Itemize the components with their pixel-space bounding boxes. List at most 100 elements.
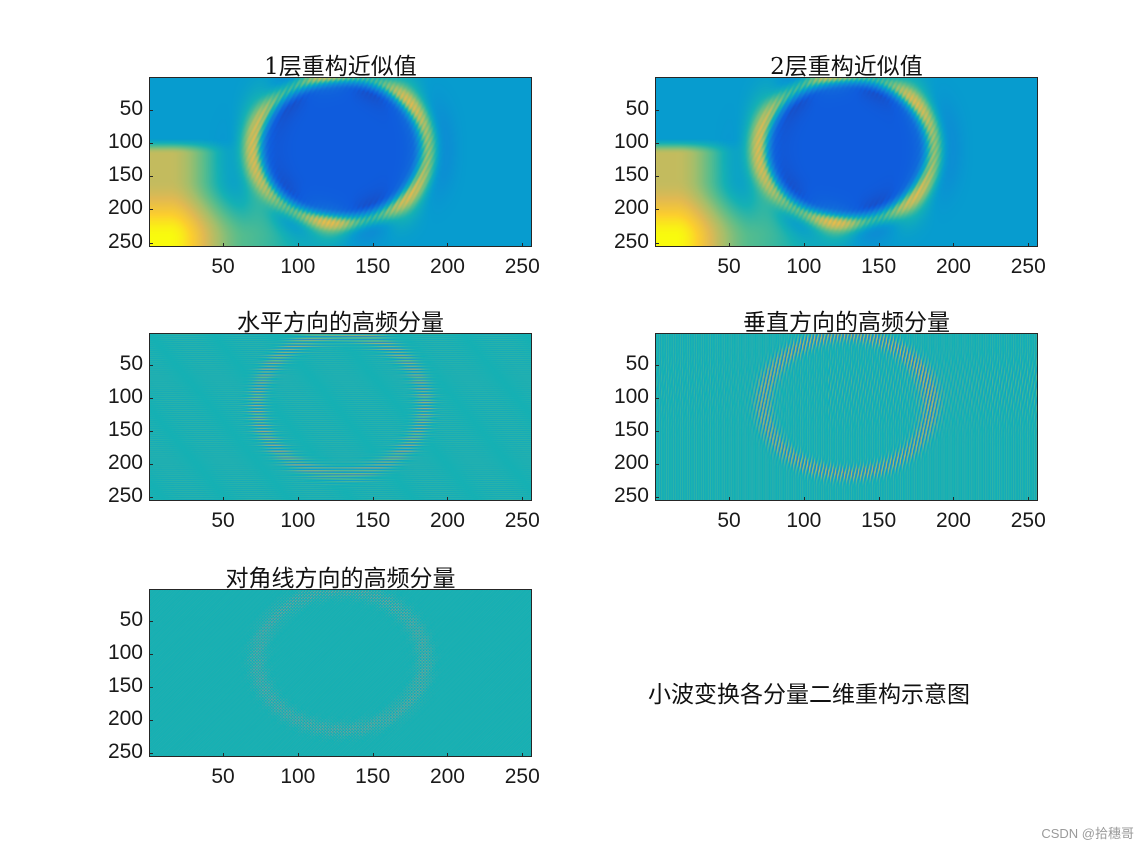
y-tick-mark (655, 463, 659, 465)
x-tick-label: 200 (429, 509, 465, 532)
y-tick-label: 200 (107, 706, 143, 730)
y-tick-mark (149, 176, 153, 178)
heatmap-image (655, 77, 1038, 247)
x-tick-label: 150 (355, 255, 391, 278)
x-tick-label: 100 (280, 255, 316, 278)
y-tick-mark (149, 365, 153, 367)
x-tick-mark (223, 497, 225, 501)
y-tick-label: 50 (119, 96, 143, 120)
x-tick-mark (803, 243, 805, 247)
y-tick-label: 250 (107, 229, 143, 253)
y-tick-mark (149, 242, 153, 244)
y-tick-mark (149, 143, 153, 145)
x-tick-label: 200 (935, 509, 971, 532)
y-tick-label: 200 (613, 196, 649, 220)
y-tick-mark (149, 209, 153, 211)
x-tick-label: 100 (280, 509, 316, 532)
x-tick-mark (878, 243, 880, 247)
heatmap-canvas (656, 334, 1037, 500)
x-tick-mark (372, 753, 374, 757)
y-tick-label: 150 (613, 163, 649, 187)
x-tick-label: 250 (1010, 255, 1046, 278)
x-tick-label: 50 (211, 509, 235, 532)
y-tick-mark (149, 463, 153, 465)
y-tick-mark (149, 719, 153, 721)
x-tick-mark (729, 497, 731, 501)
x-tick-mark (223, 753, 225, 757)
x-tick-mark (297, 243, 299, 247)
panel-title: 水平方向的高频分量 (237, 310, 444, 336)
x-tick-mark (447, 497, 449, 501)
y-tick-label: 150 (107, 163, 143, 187)
y-tick-mark (655, 431, 659, 433)
heatmap-canvas (150, 590, 531, 756)
heatmap-image (149, 589, 532, 757)
y-tick-mark (655, 143, 659, 145)
y-tick-mark (149, 621, 153, 623)
panel-level2-approx: 2层重构近似值 50 100 150 200 250 50 100 150 200 250 (614, 54, 1046, 278)
x-tick-mark (878, 497, 880, 501)
y-tick-label: 100 (613, 130, 649, 154)
x-tick-mark (522, 497, 524, 501)
x-tick-mark (372, 497, 374, 501)
y-tick-label: 150 (613, 418, 649, 442)
y-tick-label: 200 (107, 196, 143, 220)
y-tick-mark (149, 687, 153, 689)
y-tick-mark (149, 109, 153, 111)
x-tick-mark (223, 243, 225, 247)
x-tick-label: 100 (786, 509, 822, 532)
y-tick-label: 100 (107, 641, 143, 665)
panel-title: 1层重构近似值 (264, 54, 417, 80)
x-tick-label: 250 (504, 765, 540, 788)
y-tick-mark (655, 176, 659, 178)
x-tick-label: 100 (786, 255, 822, 278)
y-tick-label: 250 (613, 229, 649, 253)
panel-diagonal-detail: 对角线方向的高频分量 50 100 150 200 250 50 100 150 200 250 (108, 566, 540, 788)
watermark: CSDN @拾穗哥 (1041, 826, 1134, 841)
y-tick-label: 150 (107, 674, 143, 698)
y-tick-label: 100 (613, 385, 649, 409)
y-tick-mark (655, 365, 659, 367)
y-tick-label: 250 (107, 483, 143, 507)
x-tick-label: 200 (935, 255, 971, 278)
figure-note: 小波变换各分量二维重构示意图 (648, 682, 970, 708)
panel-vertical-detail: 垂直方向的高频分量 50 100 150 200 250 50 100 150 200 250 (614, 310, 1046, 532)
y-tick-label: 250 (107, 739, 143, 763)
y-tick-label: 50 (625, 96, 649, 120)
heatmap-canvas (150, 334, 531, 500)
y-tick-label: 100 (107, 385, 143, 409)
x-tick-mark (522, 753, 524, 757)
x-tick-label: 200 (429, 255, 465, 278)
x-tick-label: 50 (717, 255, 741, 278)
panel-title: 垂直方向的高频分量 (743, 310, 950, 336)
x-tick-label: 250 (1010, 509, 1046, 532)
y-tick-label: 200 (107, 450, 143, 474)
x-tick-mark (447, 243, 449, 247)
x-tick-label: 150 (355, 765, 391, 788)
y-tick-label: 50 (625, 352, 649, 376)
y-tick-label: 100 (107, 130, 143, 154)
x-tick-label: 250 (504, 509, 540, 532)
x-tick-label: 100 (280, 765, 316, 788)
x-tick-mark (953, 243, 955, 247)
y-tick-label: 250 (613, 483, 649, 507)
heatmap-canvas (150, 78, 531, 246)
heatmap-canvas (656, 78, 1037, 246)
y-tick-label: 200 (613, 450, 649, 474)
x-tick-mark (297, 497, 299, 501)
y-tick-label: 50 (119, 608, 143, 632)
panel-horizontal-detail: 水平方向的高频分量 50 100 150 200 250 50 100 150 200 250 (108, 310, 540, 532)
x-tick-mark (372, 243, 374, 247)
y-tick-mark (149, 496, 153, 498)
x-tick-label: 50 (211, 765, 235, 788)
x-tick-mark (1028, 497, 1030, 501)
y-tick-mark (149, 398, 153, 400)
x-tick-label: 150 (861, 509, 897, 532)
x-tick-label: 50 (717, 509, 741, 532)
x-tick-label: 200 (429, 765, 465, 788)
panel-title: 对角线方向的高频分量 (225, 566, 456, 592)
y-tick-mark (655, 398, 659, 400)
x-tick-label: 50 (211, 255, 235, 278)
y-tick-mark (149, 654, 153, 656)
x-tick-label: 150 (861, 255, 897, 278)
